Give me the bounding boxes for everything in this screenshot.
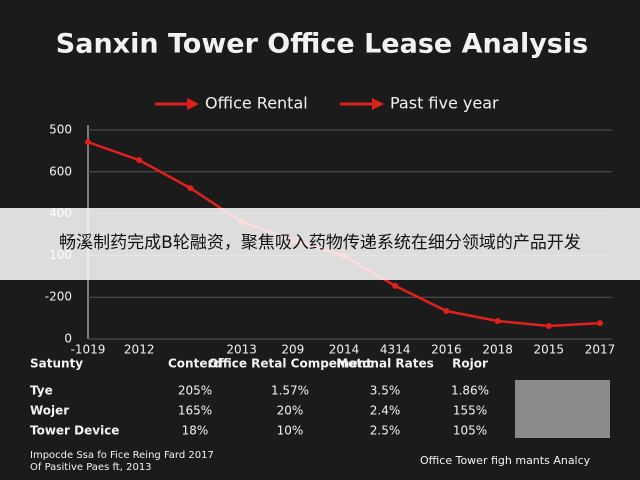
y-tick-label: -200: [45, 290, 72, 304]
x-tick-label: 2014: [329, 343, 360, 357]
point: [136, 157, 143, 164]
table-cell: 105%: [453, 424, 487, 438]
table-header: Office Retal Compement: [208, 357, 372, 371]
table-cell: Tye: [30, 384, 53, 398]
table-cell: 205%: [178, 384, 212, 398]
footer-right: Office Tower figh mants Analcy: [420, 454, 591, 467]
y-tick-label: 600: [49, 164, 72, 178]
x-tick-label: -1019: [71, 343, 106, 357]
table-cell: Tower Device: [30, 424, 119, 438]
table-header: Conterd: [168, 357, 222, 371]
banner-text: 畅溪制药完成B轮融资，聚焦吸入药物传递系统在细分领域的产品开发: [59, 233, 581, 253]
point: [187, 185, 194, 192]
footer-note: Impocde Ssa fo Fice Reing Fard 2017: [30, 450, 214, 461]
x-tick-label: 2017: [585, 343, 616, 357]
x-tick-label: 2016: [431, 343, 462, 357]
banner-background: [0, 208, 640, 280]
point: [443, 307, 450, 314]
point: [545, 323, 552, 330]
table-cell: Wojer: [30, 404, 69, 418]
table-header: Rojor: [452, 357, 488, 371]
legend-label: Past five year: [390, 94, 499, 113]
point: [85, 139, 91, 146]
table-cell: 20%: [277, 404, 304, 418]
table-cell: 10%: [277, 424, 304, 438]
x-tick-label: 209: [281, 343, 304, 357]
overlay: 畅溪制药完成B轮融资，聚焦吸入药物传递系统在细分领域的产品开发: [0, 208, 640, 280]
legend-arrow-head: [187, 98, 199, 110]
table-cell: 2.4%: [370, 404, 401, 418]
x-tick-label: 2012: [124, 343, 155, 357]
x-tick-label: 4314: [380, 343, 411, 357]
chart-title: Sanxin Tower Office Lease Analysis: [56, 29, 588, 60]
footer-note: Of Pasitive Paes ft, 2013: [30, 462, 152, 473]
table-header: Motonal Rates: [336, 357, 433, 371]
y-tick-label: 0: [64, 332, 72, 346]
point: [494, 318, 501, 325]
y-tick-label: 500: [49, 123, 72, 137]
table-cell: 18%: [182, 424, 209, 438]
x-tick-label: 2013: [226, 343, 257, 357]
table-cell: 165%: [178, 404, 212, 418]
legend-label: Office Rental: [205, 94, 308, 113]
table-header: Satunty: [30, 357, 83, 371]
point: [392, 282, 399, 289]
table-cell: 1.57%: [271, 384, 309, 398]
table-cell: 155%: [453, 404, 487, 418]
photo: [515, 380, 610, 438]
x-tick-label: 2018: [482, 343, 513, 357]
table-cell: 3.5%: [370, 384, 401, 398]
legend-arrow-head: [372, 98, 384, 110]
table-cell: 2.5%: [370, 424, 401, 438]
x-tick-label: 2015: [534, 343, 565, 357]
table-cell: 1.86%: [451, 384, 489, 398]
point: [597, 320, 603, 327]
